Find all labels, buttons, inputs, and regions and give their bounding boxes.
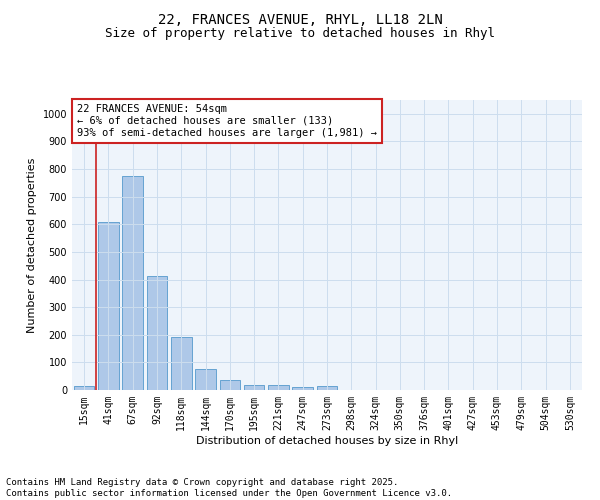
Bar [122, 176, 143, 390]
Bar [317, 386, 337, 390]
X-axis label: Distribution of detached houses by size in Rhyl: Distribution of detached houses by size … [196, 436, 458, 446]
Bar [220, 380, 240, 390]
Bar [244, 385, 265, 390]
Text: Contains HM Land Registry data © Crown copyright and database right 2025.
Contai: Contains HM Land Registry data © Crown c… [6, 478, 452, 498]
Bar [74, 386, 94, 390]
Bar [171, 336, 191, 390]
Text: 22 FRANCES AVENUE: 54sqm
← 6% of detached houses are smaller (133)
93% of semi-d: 22 FRANCES AVENUE: 54sqm ← 6% of detache… [77, 104, 377, 138]
Text: 22, FRANCES AVENUE, RHYL, LL18 2LN: 22, FRANCES AVENUE, RHYL, LL18 2LN [158, 12, 442, 26]
Bar [146, 276, 167, 390]
Y-axis label: Number of detached properties: Number of detached properties [27, 158, 37, 332]
Bar [268, 385, 289, 390]
Bar [195, 368, 216, 390]
Bar [292, 386, 313, 390]
Text: Size of property relative to detached houses in Rhyl: Size of property relative to detached ho… [105, 28, 495, 40]
Bar [98, 222, 119, 390]
